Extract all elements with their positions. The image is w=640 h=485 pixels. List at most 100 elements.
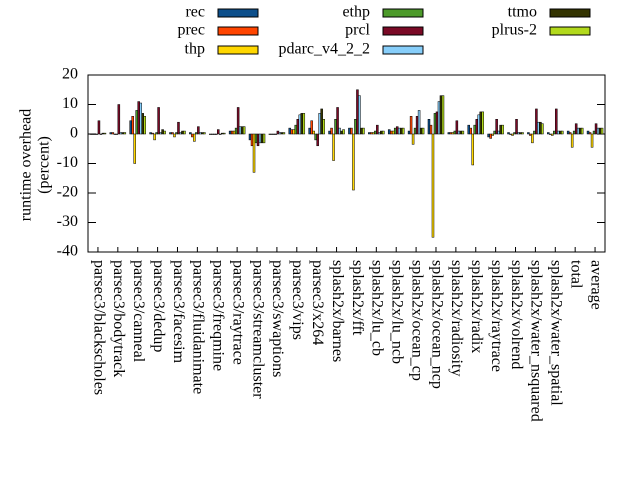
bar bbox=[332, 133, 335, 161]
bar bbox=[397, 127, 401, 135]
bar bbox=[199, 132, 202, 135]
x-tick-label: parsec3/streamcluster bbox=[249, 260, 266, 399]
bar bbox=[533, 130, 536, 135]
bar bbox=[270, 133, 274, 135]
bar bbox=[586, 130, 590, 135]
bar bbox=[559, 130, 562, 135]
bar bbox=[219, 133, 222, 135]
bar bbox=[358, 95, 361, 135]
bar bbox=[322, 119, 325, 135]
bar bbox=[588, 132, 592, 135]
bar bbox=[232, 130, 236, 135]
x-tick-label: splash2x/radiosity bbox=[448, 260, 465, 376]
bar bbox=[278, 132, 282, 135]
bar bbox=[553, 130, 556, 135]
y-tick-label: -20 bbox=[57, 184, 78, 201]
bar bbox=[211, 133, 214, 135]
y-tick-label: -40 bbox=[57, 243, 78, 260]
x-tick-label: total bbox=[568, 260, 585, 289]
bar bbox=[479, 111, 482, 135]
bar bbox=[439, 95, 443, 135]
y-tick-label: 0 bbox=[70, 125, 78, 142]
bar bbox=[151, 132, 154, 135]
bar bbox=[141, 113, 144, 135]
bar bbox=[117, 104, 121, 135]
x-tick-label: parsec3/blackscholes bbox=[90, 260, 107, 395]
legend-swatch bbox=[549, 26, 591, 36]
bar bbox=[175, 132, 178, 135]
bar bbox=[238, 126, 242, 135]
bar bbox=[356, 89, 359, 135]
bar bbox=[336, 107, 339, 135]
bar bbox=[101, 132, 105, 135]
bar bbox=[248, 133, 252, 141]
bar bbox=[314, 133, 317, 141]
bar bbox=[419, 127, 423, 135]
bar bbox=[401, 127, 405, 135]
x-tick-label: parsec3/freqmine bbox=[210, 260, 227, 371]
x-tick-label: splash2x/lu_cb bbox=[369, 260, 386, 356]
bar bbox=[441, 95, 445, 135]
bar bbox=[89, 133, 93, 135]
bar bbox=[137, 101, 140, 135]
bar bbox=[437, 101, 441, 135]
bar bbox=[308, 127, 311, 135]
bar bbox=[535, 108, 538, 135]
bar bbox=[191, 133, 194, 138]
bar bbox=[169, 132, 172, 135]
bar bbox=[133, 133, 136, 164]
bar bbox=[131, 116, 134, 135]
bar bbox=[453, 130, 457, 135]
bar bbox=[189, 132, 192, 135]
bar bbox=[501, 124, 504, 135]
bar bbox=[242, 126, 246, 135]
bar bbox=[316, 133, 319, 147]
bar bbox=[541, 123, 544, 135]
bar bbox=[557, 130, 560, 135]
bar bbox=[240, 126, 244, 135]
bar bbox=[507, 132, 510, 135]
bar bbox=[521, 132, 524, 135]
bar bbox=[254, 133, 258, 144]
legend-swatch bbox=[382, 26, 424, 36]
bar bbox=[143, 116, 146, 135]
legend-label: ethp bbox=[342, 4, 370, 21]
bar bbox=[461, 130, 465, 135]
bar bbox=[457, 130, 461, 135]
legend-swatch bbox=[382, 45, 424, 55]
x-tick-label: splash2x/lu_ncb bbox=[389, 260, 406, 364]
bar bbox=[272, 133, 276, 135]
bar bbox=[348, 127, 351, 135]
bar bbox=[489, 133, 492, 139]
x-tick-label: parsec3/dedup bbox=[150, 260, 167, 352]
bar bbox=[310, 120, 313, 135]
bar bbox=[340, 130, 343, 135]
bar bbox=[415, 116, 419, 135]
legend-label: prec bbox=[177, 22, 205, 39]
y-axis-label: (percent) bbox=[36, 136, 53, 194]
y-tick-label: 10 bbox=[62, 95, 78, 112]
bar bbox=[451, 132, 455, 135]
bar bbox=[250, 133, 254, 147]
bar bbox=[352, 133, 355, 191]
bar bbox=[181, 130, 184, 135]
bar bbox=[115, 133, 119, 135]
bar bbox=[338, 127, 341, 135]
x-tick-label: splash2x/raytrace bbox=[488, 260, 505, 372]
bar bbox=[399, 127, 403, 135]
bar bbox=[574, 123, 578, 135]
y-axis-label: runtime overhead bbox=[18, 109, 35, 221]
bar bbox=[421, 127, 425, 135]
legend-label: pdarc_v4_2_2 bbox=[278, 41, 370, 58]
bar bbox=[455, 120, 459, 135]
bar bbox=[153, 133, 156, 141]
bar bbox=[547, 132, 550, 135]
bar bbox=[213, 133, 216, 135]
x-tick-label: splash2x/water_spatial bbox=[548, 260, 565, 406]
bar bbox=[429, 124, 433, 135]
bar bbox=[447, 132, 451, 135]
bar bbox=[395, 126, 399, 135]
bar bbox=[360, 127, 363, 135]
x-tick-label: splash2x/fft bbox=[349, 260, 366, 336]
bar bbox=[509, 133, 512, 135]
